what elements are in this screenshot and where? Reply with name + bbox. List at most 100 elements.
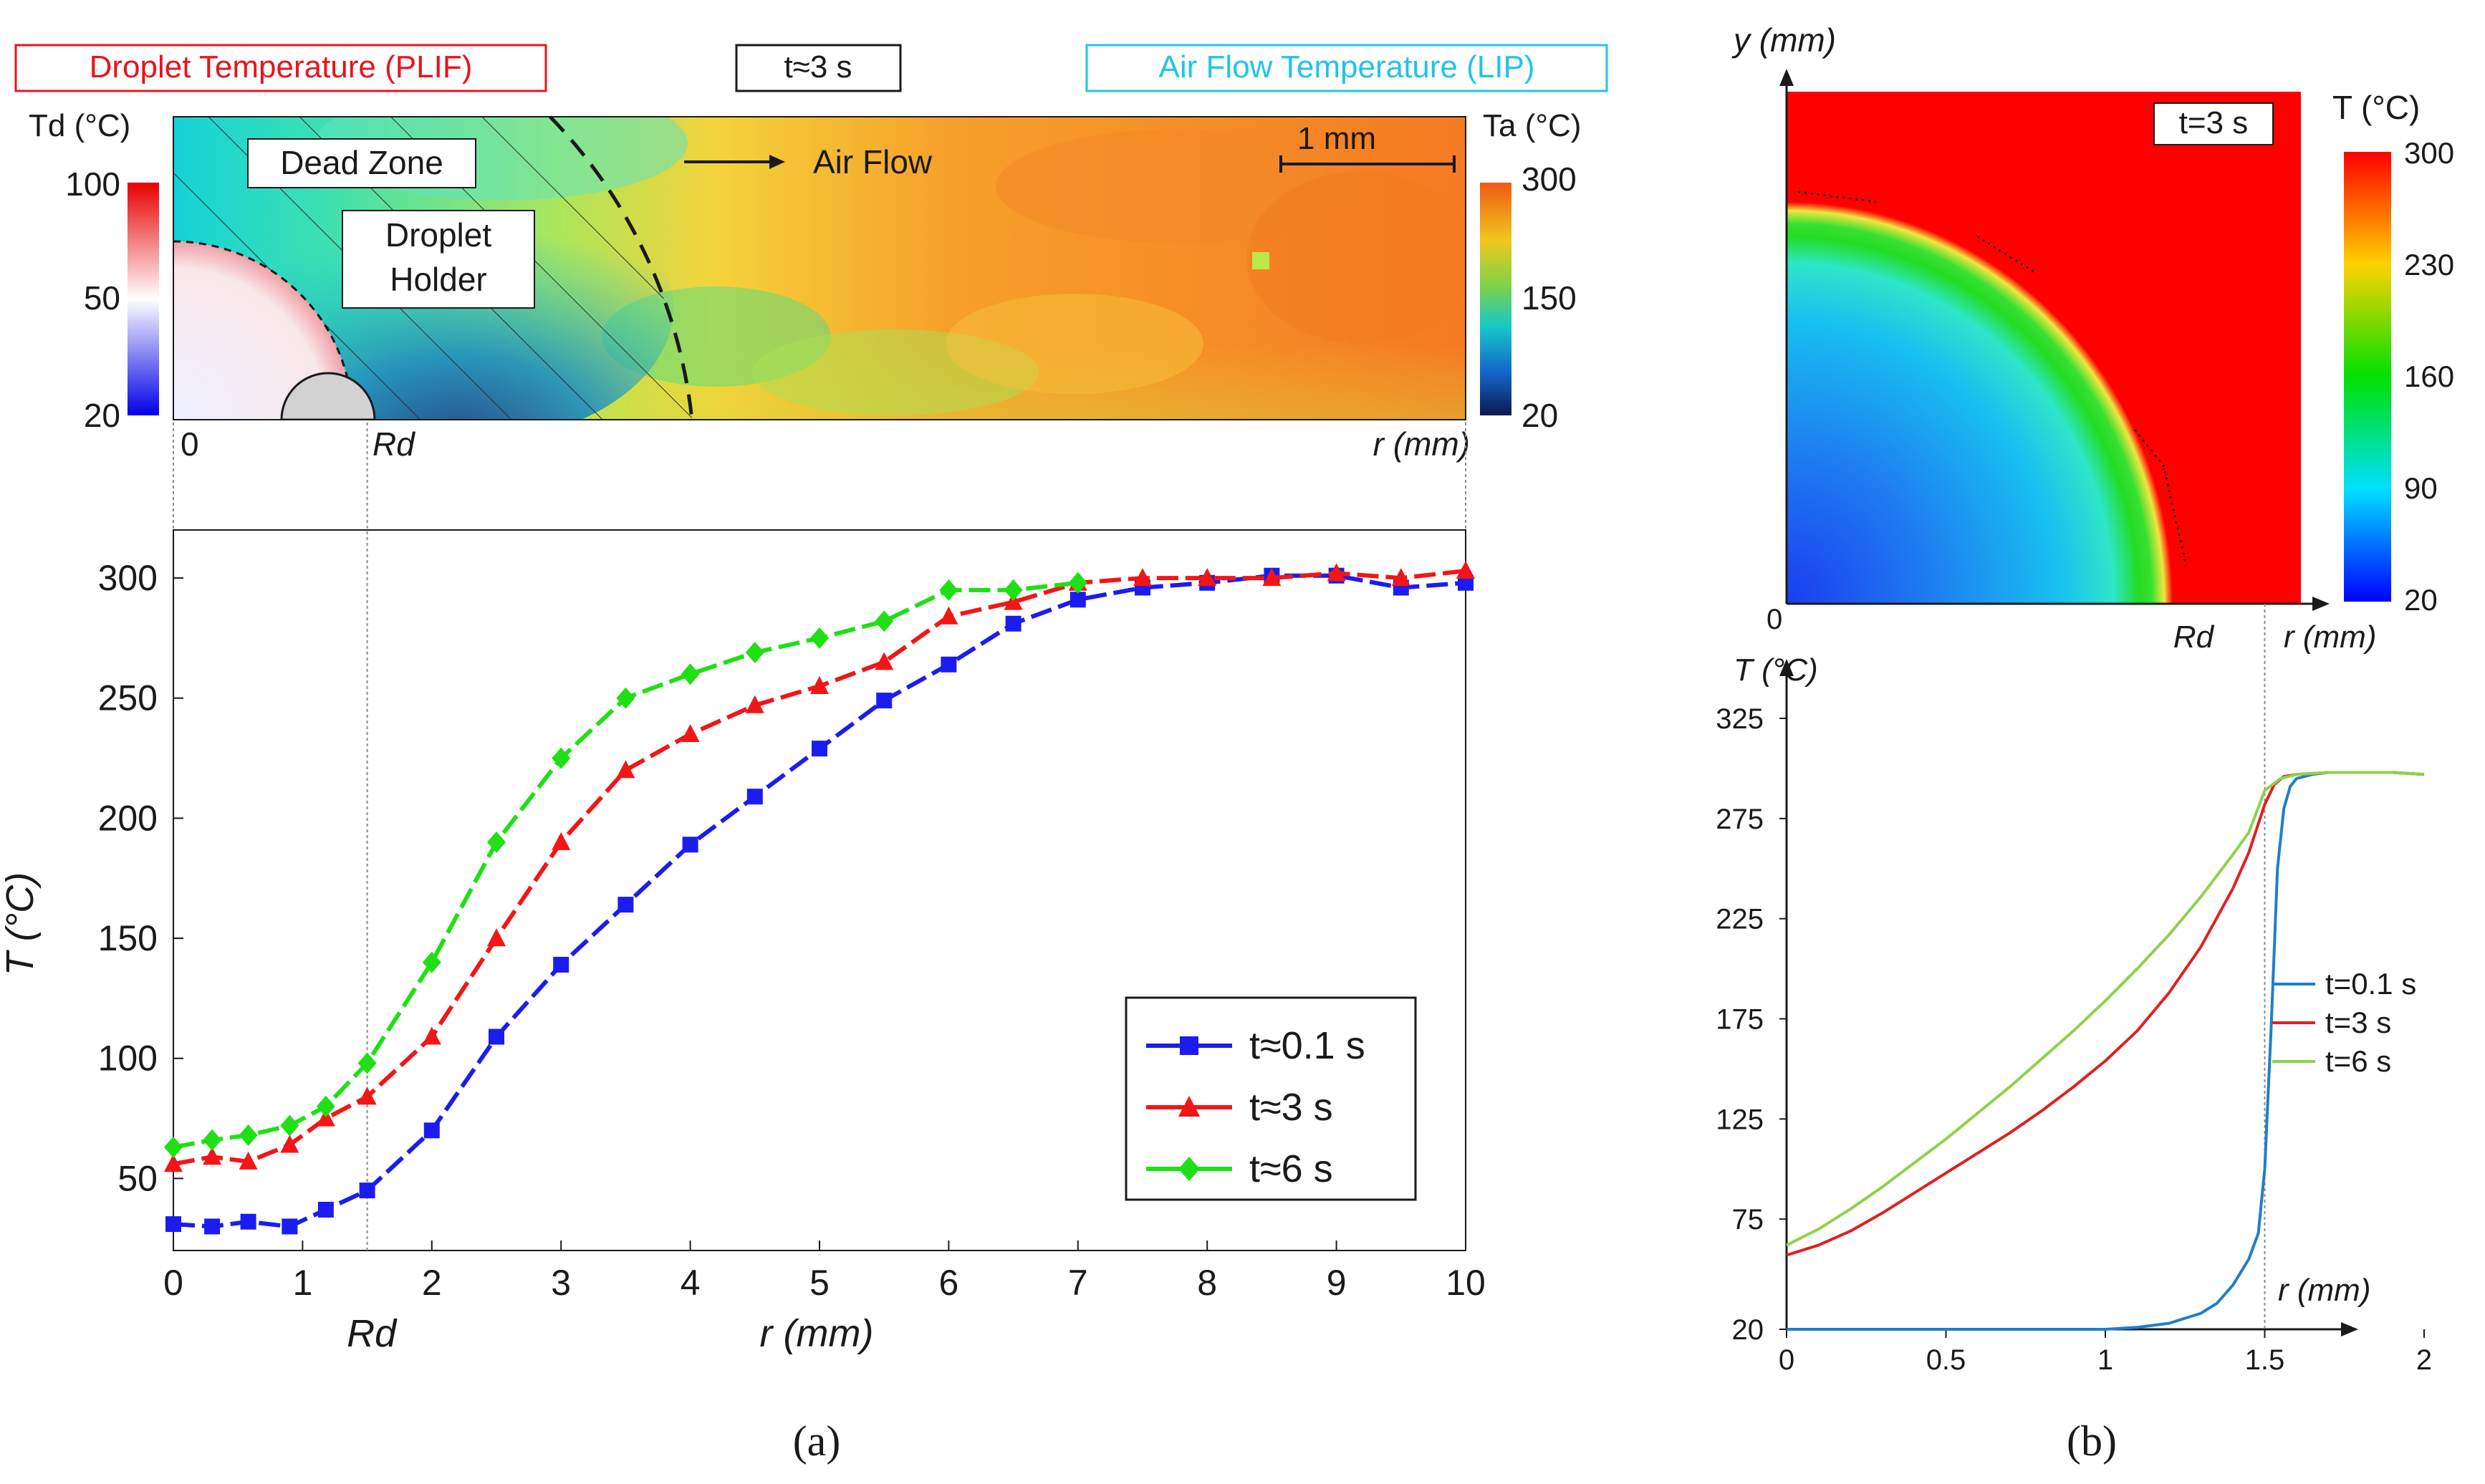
data-point (1198, 568, 1217, 587)
data-point (939, 606, 958, 625)
y-tick-label: 50 (117, 1158, 158, 1198)
origin-label-b-field: 0 (1767, 604, 1782, 635)
droplet-colorbar (128, 183, 159, 415)
data-point (316, 1095, 335, 1117)
x-tick-label: 6 (938, 1263, 958, 1303)
y-tick-label: 20 (1732, 1314, 1764, 1346)
y-tick-label: 275 (1716, 804, 1764, 835)
y-axis-label-b: T (°C) (1734, 652, 1818, 688)
y-tick-label: 200 (98, 798, 158, 838)
data-point (1005, 615, 1022, 632)
x-tick-label: 0 (1779, 1344, 1794, 1376)
data-point (164, 1154, 183, 1172)
x-tick-label: 0 (163, 1263, 183, 1303)
holder-label-line2: Holder (390, 261, 487, 298)
air-colorbar (1480, 183, 1511, 415)
time-badge-b: t=3 s (2179, 105, 2249, 140)
data-point (1070, 592, 1086, 608)
data-point (164, 1136, 183, 1158)
legend-label: t=6 s (2325, 1044, 2391, 1078)
data-point (203, 1147, 222, 1165)
colorbar-tick-b: 300 (2404, 136, 2454, 170)
y-axis-label-a: T (°C) (0, 872, 42, 976)
air-cb-tick: 150 (1522, 279, 1577, 317)
caption-b: (b) (2067, 1417, 2117, 1465)
data-point (810, 675, 829, 694)
time-badge-box (735, 44, 902, 92)
holder-label-line1: Droplet (385, 216, 492, 254)
temperature-field-b (1787, 167, 2206, 604)
data-point (239, 1124, 258, 1147)
data-point (489, 1028, 504, 1045)
data-point (1178, 1157, 1200, 1181)
scale-bar-label: 1 mm (1297, 121, 1376, 156)
field-rd-label: Rd (372, 425, 415, 463)
hot-spot (1252, 252, 1269, 269)
rd-label-b-field: Rd (2173, 620, 2215, 655)
data-point (282, 1218, 298, 1235)
data-point (1004, 592, 1023, 610)
data-point (939, 579, 958, 601)
y-tick-label: 300 (98, 558, 158, 598)
legend-label: t≈6 s (1249, 1147, 1333, 1190)
data-point (1391, 568, 1410, 587)
data-point (1004, 579, 1023, 601)
panel-b-profiles: 20 75 125 175 225 275 325 0 0.5 1 1.5 2 T (°C) r (m… (1716, 604, 2432, 1465)
droplet-cb-tick: 100 (65, 165, 120, 203)
data-point (422, 951, 441, 973)
air-cb-tick: 20 (1522, 397, 1558, 434)
x-axis-label-a: r (mm) (760, 1312, 874, 1355)
colorbar-title-b: T (°C) (2332, 89, 2420, 126)
legend-a (1125, 996, 1417, 1201)
rd-marker-label-a: Rd (347, 1312, 398, 1355)
data-point (552, 747, 571, 769)
colorbar-b (2344, 152, 2391, 602)
x-tick-label: 5 (809, 1263, 830, 1303)
x-tick-label: 3 (551, 1263, 571, 1303)
data-point (1327, 563, 1346, 582)
droplet-cb-tick: 20 (84, 397, 120, 434)
y-tick-label: 75 (1732, 1204, 1764, 1235)
data-point (1458, 574, 1474, 591)
field-r-label: r (mm) (1373, 425, 1470, 463)
y-tick-label: 175 (1716, 1004, 1764, 1036)
air-badge-box (1085, 44, 1608, 92)
x-tick-label: 1 (2097, 1344, 2113, 1376)
data-point (240, 1213, 256, 1230)
colorbar-tick-b: 20 (2404, 583, 2438, 617)
droplet-colorbar-title: Td (°C) (29, 108, 130, 143)
data-point (422, 1026, 441, 1045)
data-point (812, 741, 827, 757)
data-point (616, 760, 635, 779)
data-point (1068, 572, 1087, 594)
air-colorbar-title: Ta (°C) (1483, 108, 1581, 143)
x-axis-arrow-b (2341, 1322, 2358, 1336)
data-point (317, 1201, 334, 1218)
colorbar-tick-b: 230 (2404, 248, 2454, 281)
field-origin-label: 0 (181, 425, 199, 463)
y-tick-label: 225 (1716, 904, 1764, 935)
time-badge: t≈3 s (784, 49, 852, 85)
caption-a: (a) (793, 1417, 841, 1465)
data-point (681, 663, 700, 685)
data-point (204, 1218, 221, 1235)
air-badge: Air Flow Temperature (LIP) (1159, 49, 1535, 85)
y-tick-label: 325 (1716, 703, 1764, 735)
data-point (423, 1122, 440, 1139)
droplet-badge-box (14, 44, 547, 92)
y-tick-label: 250 (98, 678, 158, 718)
x-tick-label: 7 (1068, 1263, 1088, 1303)
data-point (552, 832, 571, 850)
legend-label: t≈3 s (1249, 1086, 1333, 1129)
data-point (875, 652, 894, 670)
data-point (876, 693, 893, 709)
droplet-image (173, 241, 352, 420)
x-tick-label: 9 (1327, 1263, 1347, 1303)
y-axis-arrow-b (1779, 659, 1794, 676)
x-tick-label: 1 (292, 1263, 312, 1303)
colorbar-tick-b: 160 (2404, 360, 2454, 393)
series-line (1786, 771, 2425, 1247)
data-point (617, 897, 634, 913)
y-axis-label-b-field: y (mm) (1731, 21, 1836, 59)
